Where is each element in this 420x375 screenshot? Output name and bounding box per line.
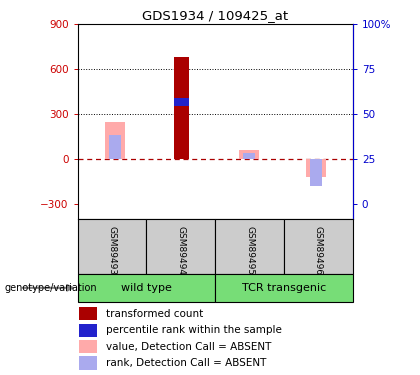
Text: GSM89495: GSM89495 bbox=[245, 226, 254, 275]
Bar bbox=[105, 122, 125, 159]
Bar bbox=[174, 57, 189, 159]
Text: transformed count: transformed count bbox=[106, 309, 203, 319]
Title: GDS1934 / 109425_at: GDS1934 / 109425_at bbox=[142, 9, 288, 22]
Text: GSM89493: GSM89493 bbox=[108, 226, 117, 275]
Bar bbox=[147, 219, 215, 274]
Bar bbox=[78, 219, 147, 274]
Bar bbox=[239, 150, 259, 159]
Text: GSM89494: GSM89494 bbox=[176, 226, 185, 275]
Bar bbox=[108, 135, 121, 159]
Bar bbox=[310, 159, 322, 186]
Bar bbox=[79, 307, 97, 320]
Bar bbox=[284, 219, 353, 274]
Bar bbox=[79, 340, 97, 353]
Text: TCR transgenic: TCR transgenic bbox=[242, 283, 326, 293]
Bar bbox=[215, 274, 353, 302]
Text: percentile rank within the sample: percentile rank within the sample bbox=[106, 325, 282, 335]
Bar bbox=[243, 153, 255, 159]
Bar bbox=[215, 219, 284, 274]
Bar bbox=[174, 98, 189, 106]
Text: GSM89496: GSM89496 bbox=[314, 226, 323, 275]
Bar bbox=[79, 324, 97, 337]
Bar bbox=[306, 159, 326, 177]
Text: rank, Detection Call = ABSENT: rank, Detection Call = ABSENT bbox=[106, 358, 266, 368]
Text: wild type: wild type bbox=[121, 283, 172, 293]
Text: value, Detection Call = ABSENT: value, Detection Call = ABSENT bbox=[106, 342, 271, 352]
Text: genotype/variation: genotype/variation bbox=[4, 283, 97, 293]
Bar bbox=[79, 357, 97, 370]
Bar bbox=[78, 274, 215, 302]
